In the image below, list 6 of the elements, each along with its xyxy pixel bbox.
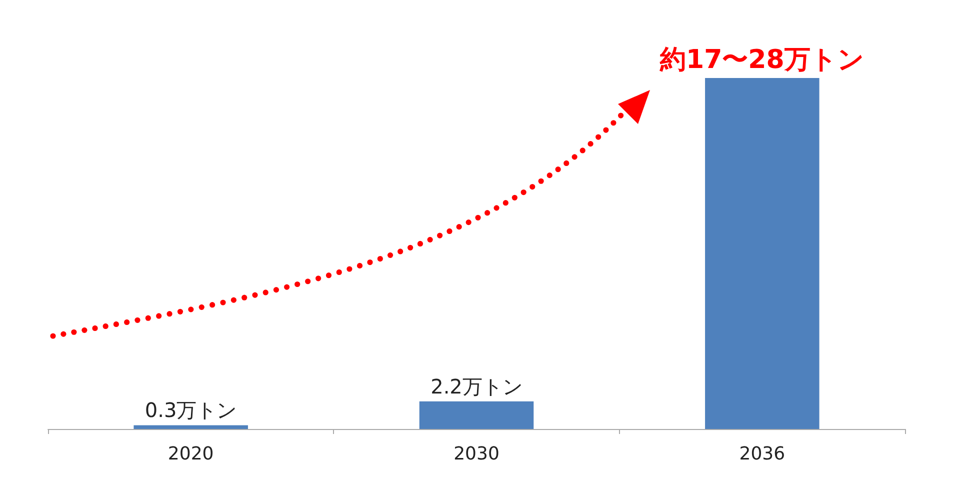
data-label: 約17〜28万トン [658, 45, 864, 75]
data-label: 0.3万トン [144, 398, 237, 422]
x-tick-label: 2020 [168, 444, 214, 464]
x-tick-label: 2036 [739, 444, 786, 464]
x-tick-label: 2030 [454, 444, 500, 464]
data-label: 2.2万トン [430, 374, 522, 398]
